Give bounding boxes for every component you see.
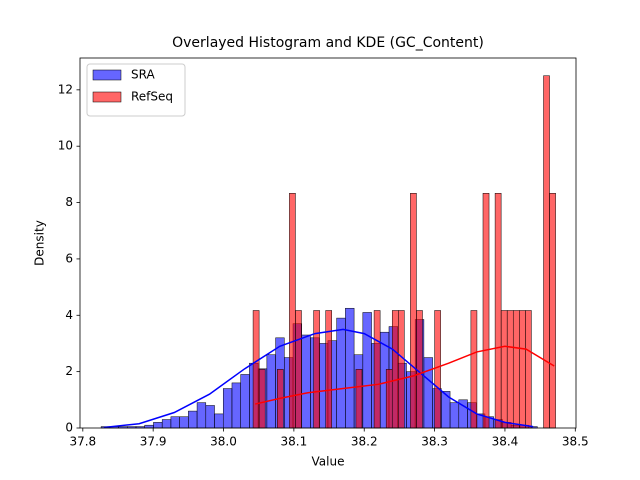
x-tick-label: 37.8 (69, 435, 96, 449)
x-tick-label: 38.2 (351, 435, 378, 449)
histogram-bar (362, 312, 372, 429)
legend-label: SRA (131, 68, 155, 82)
histogram-bar (153, 422, 163, 429)
histogram-bar (240, 374, 250, 429)
y-tick-label: 10 (58, 139, 73, 153)
histogram-bar (391, 310, 399, 429)
histogram-bar (205, 405, 215, 429)
y-axis-label: Density (33, 220, 47, 266)
kde-line (103, 328, 534, 429)
x-axis-label: Value (312, 455, 345, 469)
histogram-bar (500, 310, 508, 429)
histogram-bar (355, 369, 363, 429)
y-tick-label: 8 (65, 195, 73, 209)
x-tick-label: 38.5 (562, 435, 589, 449)
histogram-bar (214, 413, 224, 429)
histogram-bar (549, 193, 556, 429)
y-tick-label: 4 (65, 308, 73, 322)
histogram-bar (289, 193, 296, 429)
y-tick-label: 2 (65, 364, 73, 378)
histogram-bar (543, 75, 550, 429)
histogram-bar (410, 193, 417, 429)
x-tick-label: 38.3 (421, 435, 448, 449)
histogram-bar (252, 310, 260, 429)
y-tick-label: 0 (65, 421, 73, 435)
histogram-bar (325, 310, 332, 429)
legend-label: RefSeq (131, 90, 173, 104)
plot-frame (79, 57, 577, 429)
x-tick-label: 38.0 (210, 435, 237, 449)
x-tick-label: 38.1 (281, 435, 308, 449)
x-tick-label: 38.4 (492, 435, 519, 449)
histogram-bar (266, 354, 276, 429)
histogram-bar (506, 310, 514, 429)
histogram-bar (196, 402, 207, 429)
histogram-bar (313, 310, 320, 429)
histogram-bar (295, 310, 302, 429)
legend-swatch (92, 69, 122, 81)
histogram-bar (179, 416, 189, 429)
histogram-bar (449, 402, 460, 429)
histogram-bar (385, 369, 393, 429)
histogram-bar (494, 193, 502, 429)
histogram-bar (301, 334, 311, 429)
histogram-bar (188, 410, 198, 429)
legend-swatch (92, 91, 122, 103)
histogram-bar (525, 310, 532, 429)
histogram-bar (482, 193, 490, 429)
y-tick-label: 6 (65, 251, 73, 265)
histogram-bar (434, 310, 441, 429)
histogram-bar (336, 317, 346, 429)
histogram-bar (222, 388, 233, 429)
histogram-bar (512, 310, 520, 429)
chart-title: Overlayed Histogram and KDE (GC_Content) (172, 35, 484, 51)
histogram-bar (231, 382, 241, 429)
histogram-bar (373, 310, 381, 429)
histogram-bar (416, 310, 423, 429)
histogram-bar (398, 310, 405, 429)
histogram-bar (144, 424, 154, 429)
x-tick-label: 37.9 (140, 435, 167, 449)
y-tick-label: 12 (58, 82, 73, 96)
histogram-bar (258, 369, 266, 429)
histogram-bar (345, 307, 355, 429)
histogram-bar (161, 419, 172, 429)
histogram-bar (170, 416, 180, 429)
kde-line (255, 345, 555, 405)
histogram-bar (423, 357, 433, 429)
histogram-bar (519, 310, 526, 429)
